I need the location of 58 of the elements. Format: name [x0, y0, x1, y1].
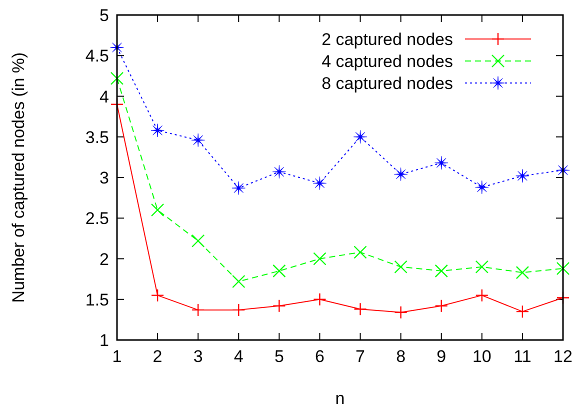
point	[150, 124, 164, 138]
point	[354, 246, 367, 259]
legend-label: 4 captured nodes	[322, 52, 453, 71]
point	[312, 176, 327, 190]
point	[516, 169, 530, 183]
y-axis-title: Number of captured nodes (in %)	[9, 52, 28, 303]
point	[191, 133, 205, 147]
point	[232, 303, 246, 317]
point	[475, 260, 489, 274]
point	[475, 288, 489, 302]
point	[516, 266, 530, 280]
point	[556, 262, 570, 276]
y-tick-label: 1	[100, 331, 109, 350]
point	[516, 304, 530, 318]
point	[150, 288, 164, 302]
legend-label: 8 captured nodes	[322, 74, 453, 93]
point	[394, 306, 408, 319]
point	[434, 156, 448, 170]
y-tick-label: 2.5	[85, 209, 109, 228]
point	[434, 264, 448, 278]
point	[150, 203, 164, 217]
x-tick-label: 8	[396, 347, 406, 366]
point	[272, 165, 286, 179]
x-tick-label: 12	[554, 347, 572, 366]
y-tick-label: 3	[100, 168, 109, 188]
y-tick-label: 3.5	[85, 128, 109, 147]
x-tick-label: 9	[436, 347, 446, 366]
y-tick-label: 5	[100, 6, 109, 25]
point	[110, 72, 124, 85]
point	[191, 303, 205, 317]
y-tick-label: 1.5	[85, 290, 109, 310]
x-tick-label: 7	[356, 347, 366, 366]
x-tick-label: 10	[472, 347, 492, 366]
x-tick-label: 5	[274, 347, 284, 366]
x-tick-label: 6	[314, 347, 324, 366]
point	[394, 167, 408, 182]
x-tick-label: 4	[234, 347, 244, 366]
y-tick-label: 4	[100, 87, 109, 106]
point	[272, 299, 286, 312]
point	[232, 274, 246, 288]
x-tick-label: 1	[112, 347, 122, 366]
point	[272, 264, 286, 278]
y-tick-label: 4.5	[85, 46, 109, 66]
point	[313, 252, 326, 266]
point	[232, 181, 246, 195]
x-tick-label: 11	[514, 347, 532, 366]
point	[353, 130, 368, 144]
point	[354, 302, 367, 316]
point	[394, 260, 408, 274]
point	[475, 180, 489, 194]
y-tick-label: 2	[100, 250, 109, 269]
point	[313, 292, 326, 306]
legend-label: 2 captured nodes	[322, 30, 453, 49]
point	[191, 234, 205, 248]
point	[434, 299, 448, 312]
x-tick-label: 3	[193, 347, 203, 366]
x-axis-title: n	[335, 389, 345, 408]
x-tick-label: 2	[152, 347, 162, 366]
